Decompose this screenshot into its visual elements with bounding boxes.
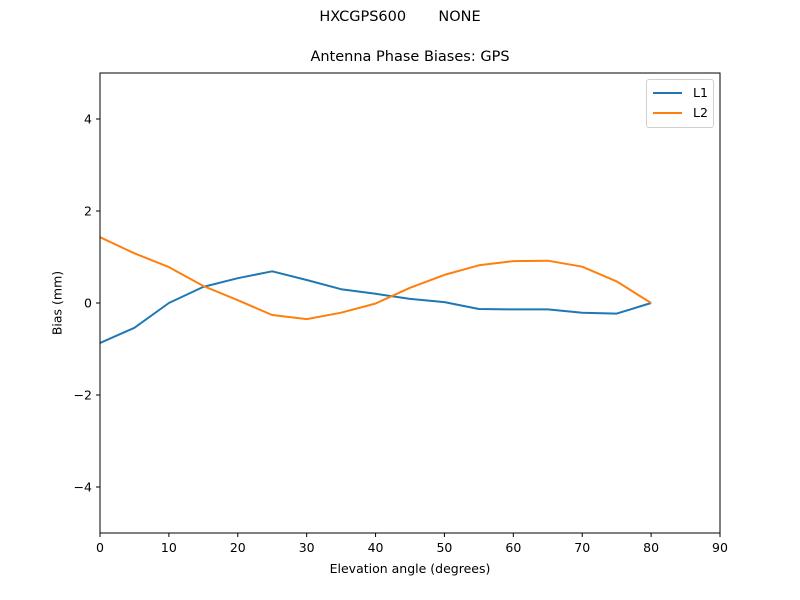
y-axis-ticks: −4 −2 0 2 4 — [74, 112, 100, 495]
x-tick-label: 10 — [161, 540, 177, 555]
y-tick-label: −2 — [74, 388, 92, 403]
axes-frame — [99, 72, 721, 534]
figure-suptitle: HXCGPS600 NONE — [319, 9, 481, 25]
legend-label-l1: L1 — [693, 85, 708, 100]
series-line-l1 — [99, 270, 652, 344]
y-tick-label: 2 — [84, 204, 92, 219]
legend-line-icon-l2 — [653, 112, 682, 114]
y-tick-label: 0 — [84, 296, 92, 311]
x-tick-label: 80 — [643, 540, 659, 555]
y-tick-label: 4 — [84, 112, 92, 127]
plot-lines — [99, 236, 652, 344]
x-tick-label: 20 — [230, 540, 246, 555]
x-tick-label: 40 — [368, 540, 384, 555]
x-axis-label: Elevation angle (degrees) — [329, 561, 491, 576]
y-axis-label: Bias (mm) — [49, 270, 65, 336]
x-tick-label: 90 — [712, 540, 728, 555]
legend: L1 L2 — [646, 79, 714, 128]
legend-item-l2: L2 — [653, 104, 711, 122]
x-tick-label: 70 — [574, 540, 590, 555]
y-tick-label: −4 — [74, 480, 92, 495]
legend-item-l1: L1 — [653, 84, 711, 102]
legend-line-icon-l1 — [653, 92, 682, 94]
x-tick-label: 30 — [299, 540, 315, 555]
legend-label-l2: L2 — [693, 105, 708, 120]
x-tick-label: 60 — [505, 540, 521, 555]
chart-title: Antenna Phase Biases: GPS — [310, 49, 510, 65]
x-axis-ticks: 0 10 20 30 40 50 60 70 80 90 — [96, 533, 728, 555]
x-tick-label: 50 — [436, 540, 452, 555]
x-tick-label: 0 — [96, 540, 104, 555]
series-line-l2 — [99, 236, 652, 321]
